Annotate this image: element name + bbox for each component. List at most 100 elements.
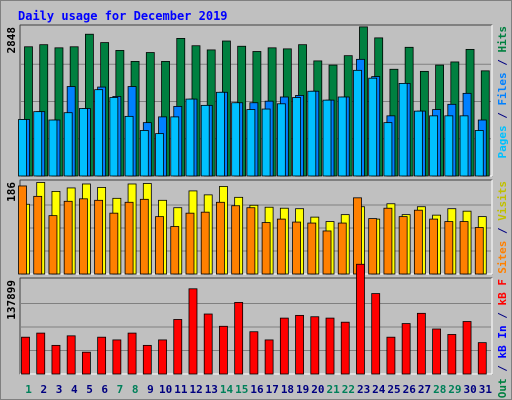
bar-sites-2	[33, 195, 43, 275]
bar-kb-f-6	[97, 336, 107, 375]
bar-pages-30	[459, 115, 469, 177]
x-tick-label: 30	[464, 383, 477, 396]
bar-kb-f-26	[401, 323, 411, 375]
bar-sites-1	[18, 185, 27, 275]
bar-pages-10	[155, 133, 164, 177]
y-max-label: 137899	[5, 280, 18, 320]
bar-sites-18	[276, 218, 286, 275]
bar-kb-f-24	[371, 293, 381, 375]
bar-sites-19	[292, 221, 301, 275]
bar-pages-18	[276, 103, 286, 177]
x-tick-label: 27	[418, 383, 431, 396]
legend-files-label: Files	[496, 72, 509, 112]
x-tick-label: 4	[71, 383, 78, 396]
y-max-label: 186	[5, 182, 18, 202]
legend-pages-label: Pages	[496, 125, 509, 158]
bar-sites-27	[413, 209, 423, 275]
bar-kb-f-20	[310, 316, 320, 375]
bar-sites-15	[231, 205, 241, 275]
bar-sites-16	[246, 207, 256, 275]
bar-sites-23	[353, 197, 362, 275]
x-tick-label: 25	[387, 383, 400, 396]
x-tick-label: 6	[101, 383, 108, 396]
bar-sites-10	[155, 216, 164, 275]
x-tick-label: 26	[403, 383, 417, 396]
x-tick-label: 29	[448, 383, 461, 396]
x-tick-label: 18	[281, 383, 294, 396]
bar-pages-1	[18, 119, 27, 177]
right-legend-label: kB Out / kB In / kB F	[496, 279, 509, 400]
legend--label: /	[496, 365, 509, 379]
bar-sites-31	[474, 227, 484, 275]
x-tick-label: 3	[56, 383, 63, 396]
bar-pages-26	[398, 82, 408, 177]
bar-kb-f-28	[432, 328, 441, 375]
x-tick-label: 11	[174, 383, 188, 396]
x-tick-label: 19	[296, 383, 309, 396]
panel-hits-files-pages: 2848 Pages / Files / Hits	[5, 24, 509, 177]
bar-kb-f-22	[340, 321, 350, 375]
bar-pages-12	[185, 98, 195, 177]
x-tick-label: 31	[479, 383, 493, 396]
bar-sites-8	[124, 201, 134, 275]
bar-sites-29	[444, 221, 454, 275]
legend-kbf-label: kB F	[496, 279, 509, 312]
bar-kb-f-16	[249, 331, 259, 375]
bar-pages-14	[216, 91, 225, 177]
bar-sites-22	[337, 222, 347, 275]
x-tick-label: 7	[117, 383, 124, 396]
bar-kb-f-29	[447, 334, 457, 375]
bar-pages-22	[337, 96, 347, 177]
x-tick-label: 24	[372, 383, 386, 396]
x-tick-label: 2	[41, 383, 48, 396]
bar-kb-f-30	[462, 321, 472, 375]
bar-pages-24	[368, 77, 378, 177]
bar-kb-f-31	[477, 342, 487, 375]
bar-sites-12	[185, 212, 195, 275]
bar-pages-23	[353, 69, 362, 177]
x-tick-label: 12	[189, 383, 202, 396]
bar-pages-13	[200, 104, 210, 177]
bar-kb-f-7	[112, 339, 122, 375]
bar-sites-24	[368, 218, 378, 275]
legend--label: /	[496, 112, 509, 126]
panel-visits-sites: 186 Sites / Visits	[5, 179, 509, 275]
bar-pages-15	[231, 102, 241, 177]
bar-pages-28	[429, 115, 438, 177]
bar-sites-7	[109, 212, 119, 275]
x-tick-label: 9	[147, 383, 154, 396]
bar-kb-f-25	[386, 336, 396, 375]
bar-sites-13	[200, 211, 210, 275]
bar-pages-3	[48, 119, 58, 177]
x-tick-label: 5	[86, 383, 93, 396]
bar-pages-27	[413, 110, 423, 177]
bar-kb-f-13	[203, 313, 213, 375]
bar-sites-14	[216, 201, 225, 275]
x-tick-label: 10	[159, 383, 172, 396]
bar-sites-28	[429, 218, 438, 275]
bar-pages-16	[246, 109, 256, 177]
x-tick-label: 13	[205, 383, 218, 396]
legend-visits-label: Visits	[496, 181, 509, 227]
bar-pages-25	[383, 122, 393, 177]
x-tick-label: 20	[311, 383, 324, 396]
legend-kbout-label: kB Out	[496, 378, 509, 400]
bar-kb-f-4	[66, 335, 76, 375]
x-tick-label: 21	[327, 383, 341, 396]
right-legend-label: Pages / Files / Hits	[496, 26, 509, 159]
bar-pages-17	[261, 108, 271, 177]
bar-kb-f-12	[188, 288, 198, 375]
series-pages	[18, 69, 484, 177]
panel-kbytes: 137899 kB Out / kB In / kB F	[5, 263, 509, 400]
series-sites	[18, 185, 484, 275]
legend--label: /	[496, 59, 509, 73]
bar-kb-f-2	[36, 332, 46, 375]
bar-sites-4	[63, 200, 73, 275]
bar-sites-30	[459, 221, 469, 275]
bar-kb-f-9	[142, 344, 152, 375]
bar-kb-f-27	[416, 312, 426, 375]
bar-sites-6	[94, 199, 104, 275]
bar-pages-11	[170, 116, 180, 177]
bar-pages-8	[124, 115, 134, 177]
right-legend-label: Sites / Visits	[496, 181, 509, 274]
